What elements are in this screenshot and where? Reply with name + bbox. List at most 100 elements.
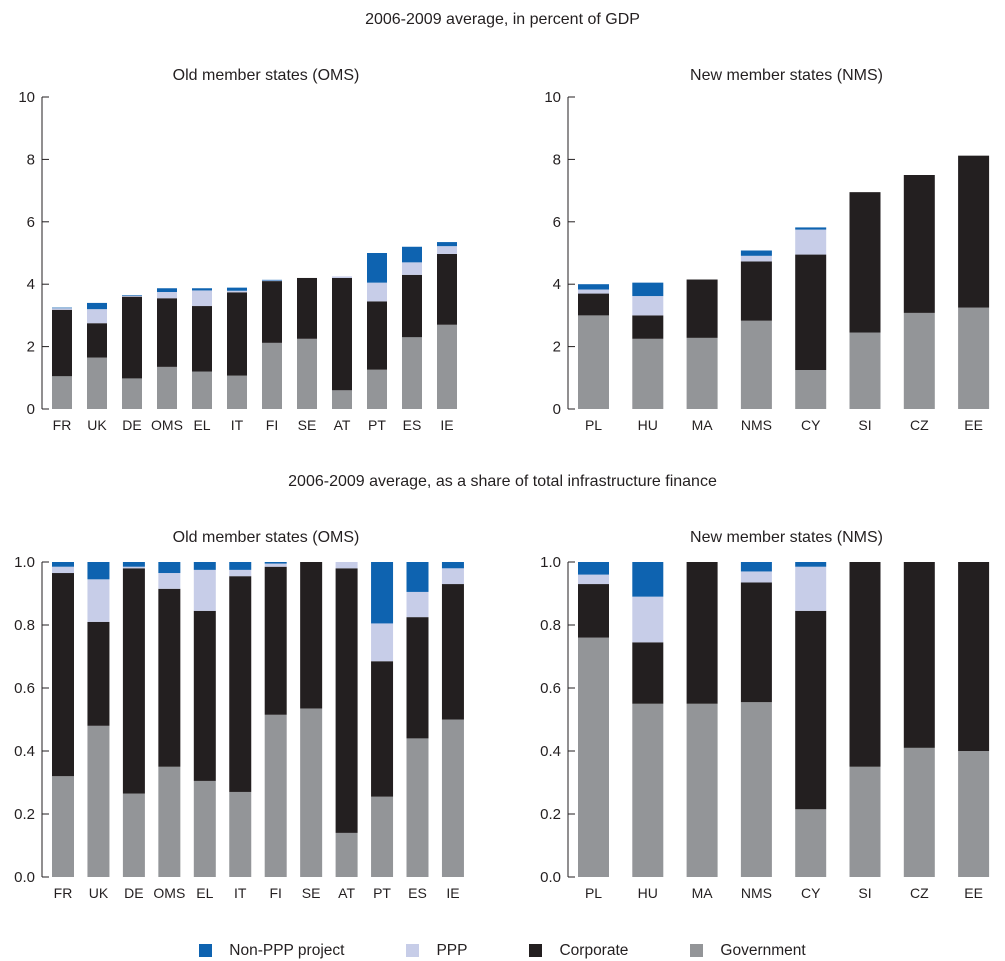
x-tick-label: PL	[585, 885, 602, 901]
bar-segment-government	[158, 766, 181, 877]
bar-segment-government	[227, 375, 247, 409]
y-tick-label: 4	[553, 276, 561, 293]
x-tick-label: IE	[446, 885, 459, 901]
bar-segment-corporate	[335, 568, 358, 833]
y-tick-label: 0.2	[540, 806, 561, 823]
bar-segment-government	[903, 747, 935, 877]
bar-segment-non-ppp-project	[122, 562, 145, 567]
x-tick-label: CY	[801, 885, 821, 901]
bar-segment-government	[578, 637, 609, 877]
chart-title: New member states (NMS)	[690, 529, 883, 546]
bar-segment-government	[122, 793, 145, 877]
legend-label-nonppp: Non-PPP project	[229, 941, 345, 959]
bar-segment-ppp	[87, 309, 107, 324]
bar-segment-corporate	[300, 562, 323, 709]
y-tick-label: 8	[27, 151, 35, 168]
legend-label-ppp: PPP	[436, 941, 468, 959]
x-tick-label: SI	[858, 417, 871, 433]
legend-swatch-nonppp	[199, 944, 213, 957]
bar-segment-corporate	[262, 281, 282, 343]
x-tick-label: CY	[801, 417, 821, 433]
bar-segment-corporate	[52, 309, 72, 377]
x-tick-label: EL	[196, 885, 213, 901]
bar-segment-ppp	[158, 573, 181, 589]
bar-segment-corporate	[406, 617, 429, 739]
x-tick-label: IT	[234, 885, 247, 901]
bar-segment-non-ppp-project	[578, 284, 609, 290]
legend-swatch-corporate	[529, 944, 543, 957]
bar-segment-non-ppp-project	[441, 562, 464, 569]
bar-segment-ppp	[192, 290, 212, 307]
bar-segment-government	[740, 702, 772, 877]
bar-segment-government	[193, 780, 216, 877]
bar-segment-non-ppp-project	[87, 562, 110, 580]
top-section-title: 2006-2009 average, in percent of GDP	[365, 11, 640, 28]
bar-segment-corporate	[192, 306, 212, 372]
bar-segment-ppp	[795, 566, 827, 611]
bar-segment-non-ppp-project	[437, 242, 457, 247]
bar-segment-corporate	[157, 298, 177, 367]
y-tick-label: 6	[553, 214, 561, 231]
bar-segment-non-ppp-project	[264, 562, 287, 564]
chart-panel-share-nms: New member states (NMS) 0.0 0.2 0.4 0.6 0.8 1.…	[515, 512, 1005, 937]
chart-title: New member states (NMS)	[690, 67, 883, 84]
bar-segment-corporate	[367, 301, 387, 370]
bar-segment-corporate	[371, 661, 394, 797]
bar-segment-corporate	[193, 610, 216, 781]
y-tick-label: 0.4	[14, 743, 35, 760]
bar-segment-corporate	[227, 292, 247, 376]
bar-segment-government	[371, 796, 394, 877]
bar-segment-government	[958, 751, 990, 877]
bar-segment-ppp	[87, 579, 110, 622]
x-tick-label: IT	[231, 417, 244, 433]
bar-segment-government	[578, 315, 609, 409]
legend-item-nonppp: Non-PPP project	[199, 940, 344, 961]
y-tick-label: 0.8	[14, 617, 35, 634]
bar-segment-government	[87, 357, 107, 409]
y-tick-label: 0.2	[14, 806, 35, 823]
legend-swatch-government	[690, 944, 704, 957]
y-tick-label: 0.8	[540, 617, 561, 634]
bar-segment-corporate	[52, 573, 74, 777]
bar-segment-government	[52, 376, 72, 409]
bar-segment-corporate	[740, 261, 772, 321]
y-tick-label: 0.0	[540, 869, 561, 886]
bar-segment-corporate	[903, 562, 935, 748]
chart-panel-share-oms: Old member states (OMS) 0.0 0.2 0.4 0.6 0.8 1.…	[0, 512, 490, 937]
y-tick-label: 10	[544, 89, 561, 106]
bar-segment-ppp	[52, 308, 72, 310]
bar-segment-non-ppp-project	[229, 562, 252, 570]
bar-segment-ppp	[193, 569, 216, 611]
bar-segment-non-ppp-project	[192, 288, 212, 291]
x-tick-label: EE	[964, 417, 983, 433]
bar-segment-corporate	[849, 192, 881, 333]
bar-segment-corporate	[578, 293, 609, 316]
x-tick-label: HU	[638, 417, 658, 433]
x-tick-label: PL	[585, 417, 602, 433]
y-tick-label: 6	[27, 214, 35, 231]
x-tick-label: FR	[53, 417, 72, 433]
chart-title: Old member states (OMS)	[173, 529, 360, 546]
bar-segment-ppp	[795, 229, 827, 255]
bar-segment-non-ppp-project	[371, 562, 394, 624]
bar-segment-corporate	[632, 642, 664, 704]
x-tick-label: FI	[269, 885, 281, 901]
bar-segment-government	[335, 832, 358, 877]
bar-segment-ppp	[122, 295, 142, 297]
bar-segment-corporate	[740, 582, 772, 703]
bar-segment-non-ppp-project	[52, 562, 74, 567]
bar-segment-non-ppp-project	[52, 307, 72, 309]
x-tick-label: DE	[122, 417, 141, 433]
y-tick-label: 2	[27, 339, 35, 356]
bar-segment-government	[332, 390, 352, 409]
bar-segment-government	[52, 776, 74, 877]
bar-segment-corporate	[958, 155, 990, 308]
bar-segment-ppp	[740, 255, 772, 262]
bar-segment-non-ppp-project	[157, 288, 177, 292]
x-tick-label: DE	[124, 885, 143, 901]
x-tick-label: AT	[338, 885, 355, 901]
x-tick-label: PT	[373, 885, 391, 901]
bar-segment-government	[157, 366, 177, 409]
bar-segment-government	[958, 307, 990, 409]
x-tick-label: AT	[334, 417, 351, 433]
